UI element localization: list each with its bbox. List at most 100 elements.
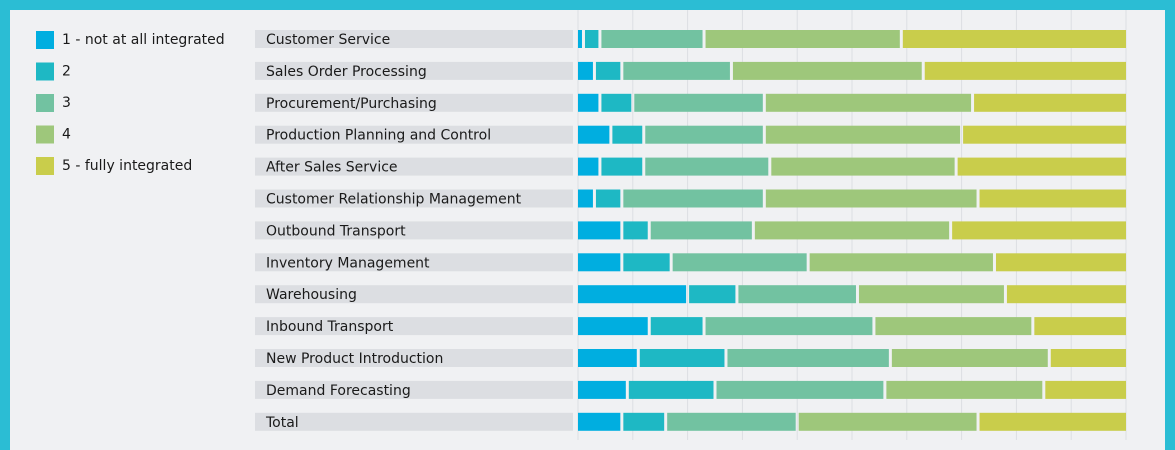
bar-segment xyxy=(634,93,763,112)
bar-segment xyxy=(1045,380,1126,399)
bar-segment xyxy=(650,317,703,336)
legend-swatch xyxy=(36,157,54,175)
bar-segment xyxy=(689,285,736,304)
bar-segment xyxy=(1050,349,1126,367)
bar-segment xyxy=(858,285,1004,304)
bar-segment xyxy=(765,125,961,144)
bar-segment xyxy=(623,189,763,208)
category-label: Demand Forecasting xyxy=(266,383,411,399)
bar-segment xyxy=(1034,317,1126,336)
bar-segment xyxy=(765,189,977,208)
bar-segment xyxy=(738,285,856,304)
bar-segment xyxy=(623,61,730,80)
bar-segment xyxy=(612,125,643,144)
bar-segment xyxy=(639,349,725,367)
category-box xyxy=(255,189,573,208)
bar-segment xyxy=(716,380,884,399)
legend-label: 2 xyxy=(62,64,71,80)
bar-segment xyxy=(886,380,1043,399)
legend-label: 4 xyxy=(62,127,71,143)
bar-segment xyxy=(957,157,1126,176)
bar-segment xyxy=(578,285,687,304)
bar-segment xyxy=(595,61,621,80)
bar-segment xyxy=(1006,285,1126,304)
bar-segment xyxy=(963,125,1126,144)
bar-segment xyxy=(623,412,665,431)
category-box xyxy=(255,221,573,240)
legend-swatch xyxy=(36,31,54,49)
bar-segment xyxy=(765,93,972,112)
bar-segment xyxy=(754,221,950,240)
legend-label: 5 - fully integrated xyxy=(62,158,192,174)
category-box xyxy=(255,349,573,367)
bar-segment xyxy=(584,30,599,48)
bar-segment xyxy=(601,30,703,48)
category-box xyxy=(255,412,573,431)
bar-segment xyxy=(578,189,593,208)
bar-segment xyxy=(578,61,593,80)
legend-swatch xyxy=(36,94,54,112)
bar-segment xyxy=(672,253,807,272)
bar-segment xyxy=(732,61,922,80)
bar-segment xyxy=(952,221,1126,240)
category-label: Total xyxy=(265,415,299,431)
category-label: Outbound Transport xyxy=(266,223,406,239)
bar-segment xyxy=(578,157,599,176)
category-box xyxy=(255,93,573,112)
bar-segment xyxy=(578,253,621,272)
bar-segment xyxy=(705,30,900,48)
bar-segment xyxy=(623,253,670,272)
bar-segment xyxy=(578,30,582,48)
category-box xyxy=(255,253,573,272)
category-box xyxy=(255,157,573,176)
legend-swatch xyxy=(36,62,54,81)
bar-segment xyxy=(891,349,1048,367)
bar-segment xyxy=(578,380,626,399)
bar-segment xyxy=(875,317,1032,336)
category-label: After Sales Service xyxy=(266,160,398,176)
legend-label: 1 - not at all integrated xyxy=(62,32,225,48)
category-label: Warehousing xyxy=(266,287,357,303)
category-box xyxy=(255,317,573,336)
bar-segment xyxy=(979,189,1126,208)
bar-segment xyxy=(578,93,599,112)
category-label: Customer Relationship Management xyxy=(266,192,522,208)
bar-segment xyxy=(601,157,643,176)
bar-segment xyxy=(623,221,648,240)
bar-segment xyxy=(667,412,796,431)
bar-segment xyxy=(798,412,977,431)
category-label: Procurement/Purchasing xyxy=(266,96,437,112)
bar-segment xyxy=(705,317,873,336)
category-box xyxy=(255,30,573,48)
bar-segment xyxy=(650,221,752,240)
legend-swatch xyxy=(36,125,54,144)
bar-segment xyxy=(979,412,1126,431)
category-box xyxy=(255,285,573,304)
bar-segment xyxy=(578,412,621,431)
category-label: Inventory Management xyxy=(266,255,430,271)
bar-segment xyxy=(578,349,637,367)
category-box xyxy=(255,125,573,144)
legend-label: 3 xyxy=(62,95,71,111)
bar-segment xyxy=(595,189,621,208)
bar-segment xyxy=(771,157,955,176)
bar-segment xyxy=(809,253,993,272)
category-label: New Product Introduction xyxy=(266,351,443,367)
category-box xyxy=(255,61,573,80)
category-label: Customer Service xyxy=(266,32,390,48)
bar-segment xyxy=(727,349,889,367)
bar-segment xyxy=(578,125,610,144)
bar-segment xyxy=(645,157,769,176)
bar-segment xyxy=(645,125,763,144)
bar-segment xyxy=(578,317,648,336)
bar-segment xyxy=(924,61,1126,80)
bar-segment xyxy=(601,93,632,112)
bar-segment xyxy=(902,30,1126,48)
category-box xyxy=(255,380,573,399)
category-label: Inbound Transport xyxy=(266,319,394,335)
bar-segment xyxy=(974,93,1126,112)
bar-segment xyxy=(628,380,714,399)
bar-segment xyxy=(578,221,621,240)
category-label: Production Planning and Control xyxy=(266,128,491,144)
